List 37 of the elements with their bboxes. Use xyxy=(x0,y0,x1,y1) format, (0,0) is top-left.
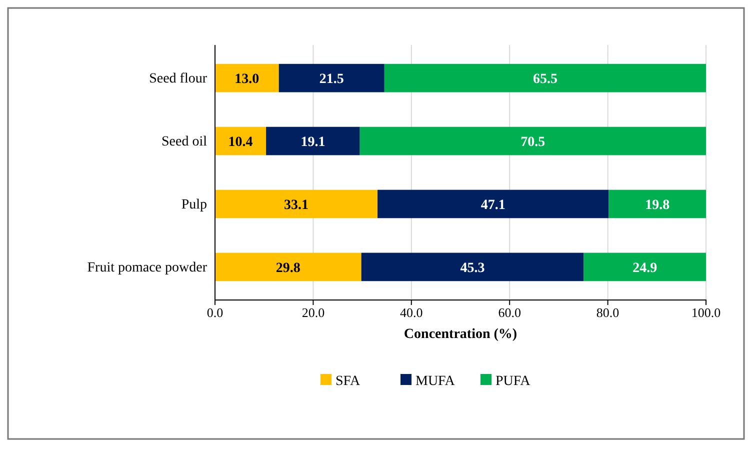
y-tick-label: Fruit pomace powder xyxy=(87,260,208,276)
legend-label: SFA xyxy=(336,374,362,389)
bar xyxy=(360,126,706,156)
data-label: 19.8 xyxy=(645,198,670,213)
data-label: 29.8 xyxy=(276,260,300,276)
bar xyxy=(278,64,384,92)
data-label: 70.5 xyxy=(520,134,546,150)
x-tick-label: 60.0 xyxy=(498,305,521,320)
legend-label: MUFA xyxy=(416,374,456,389)
bar xyxy=(608,190,706,218)
bar xyxy=(215,64,279,92)
bar xyxy=(378,190,609,218)
data-label: 33.1 xyxy=(284,198,309,213)
x-axis-title: Concentration (%) xyxy=(404,327,518,342)
x-tick-label: 40.0 xyxy=(400,305,423,320)
data-label: 24.9 xyxy=(632,260,658,276)
bar xyxy=(215,252,362,282)
data-label: 13.0 xyxy=(234,72,260,87)
bar xyxy=(584,252,706,282)
y-tick-label: Pulp xyxy=(181,197,207,212)
data-label: 65.5 xyxy=(532,72,558,87)
x-tick-label: 80.0 xyxy=(596,305,620,320)
y-tick-label: Seed flour xyxy=(149,72,208,87)
x-tick-label: 100.0 xyxy=(691,305,721,320)
x-tick-label: 20.0 xyxy=(302,305,325,320)
bar xyxy=(266,126,360,156)
bar xyxy=(361,252,584,282)
data-label: 10.4 xyxy=(228,134,253,150)
bar xyxy=(215,190,378,218)
data-label: 45.3 xyxy=(460,260,485,276)
bar xyxy=(384,64,706,92)
data-label: 19.1 xyxy=(300,134,326,150)
legend-label: PUFA xyxy=(496,374,532,389)
y-tick-label: Seed oil xyxy=(162,134,208,150)
data-label: 21.5 xyxy=(319,72,344,87)
data-label: 47.1 xyxy=(480,198,506,213)
x-tick-label: 0.0 xyxy=(206,305,224,320)
